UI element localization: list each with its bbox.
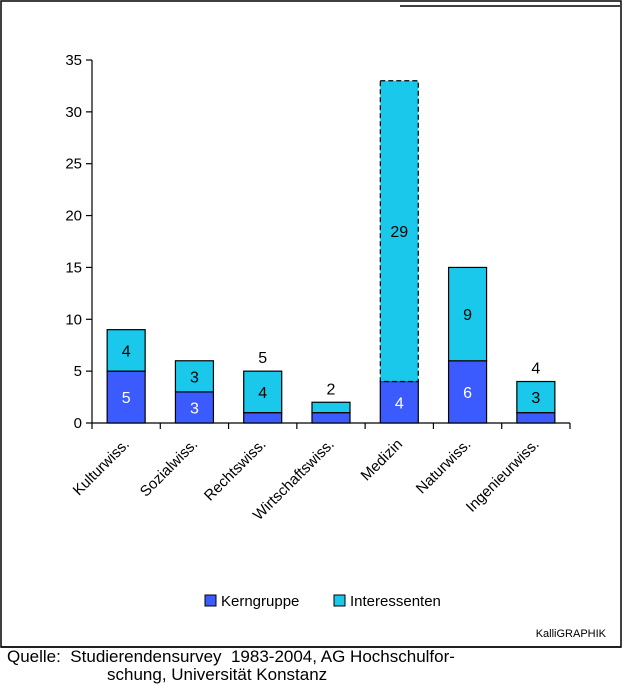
bar-segment-interessenten	[447, 266, 488, 362]
bar-data-label: 5	[122, 390, 131, 407]
x-category-label: Ingenieurwiss.	[463, 436, 543, 516]
legend: Kerngruppe Interessenten	[204, 593, 441, 610]
bar-segment-kerngruppe	[106, 370, 146, 424]
legend-label-interessenten: Interessenten	[350, 593, 441, 610]
bar-total-label: 4	[531, 361, 540, 378]
source-line-1: Quelle: Studierendensurvey 1983-2004, AG…	[7, 647, 455, 666]
bar-segment-interessenten	[174, 360, 215, 393]
y-tick-label: 5	[74, 363, 82, 380]
x-category-label: Medizin	[358, 436, 407, 485]
bar-data-label: 29	[390, 224, 408, 241]
y-tick-label: 15	[65, 259, 82, 276]
bar-total-label: 2	[327, 381, 336, 398]
source-line-2: schung, Universität Konstanz	[107, 665, 328, 684]
y-tick-label: 10	[65, 311, 82, 328]
credit-label: KalliGRAPHIK	[536, 628, 607, 640]
legend-label-kerngruppe: Kerngruppe	[221, 593, 299, 610]
bar-segment-interessenten	[516, 380, 556, 414]
y-tick-label: 0	[74, 415, 82, 432]
bar-segment-interessenten	[379, 80, 419, 383]
bar-data-label: 9	[463, 307, 472, 324]
plot-area: 0510152025303554Kulturwiss.33Sozialwiss.…	[65, 52, 571, 524]
x-category-label: Naturwiss.	[413, 436, 475, 498]
x-category-label: Rechtswiss.	[201, 436, 270, 505]
bar-segment-interessenten	[243, 370, 283, 414]
bar-data-label: 4	[258, 385, 267, 402]
x-category-label: Sozialwiss.	[137, 436, 201, 500]
y-tick-label: 30	[65, 104, 82, 121]
bar-segment-interessenten	[106, 329, 146, 372]
y-tick-label: 20	[65, 208, 82, 225]
legend-swatch-kerngruppe	[204, 594, 217, 607]
bar-segment-interessenten	[311, 401, 351, 414]
legend-swatch-interessenten	[333, 594, 346, 607]
bar-data-label: 3	[190, 369, 199, 386]
bar-data-label: 6	[463, 385, 472, 402]
x-category-label: Kulturwiss.	[70, 436, 133, 499]
bar-data-label: 3	[190, 400, 199, 417]
bar-data-label: 4	[122, 343, 131, 360]
bar-data-label: 4	[395, 395, 404, 412]
bar-segment-kerngruppe	[447, 360, 488, 424]
bar-data-label: 3	[531, 390, 540, 407]
bar-segment-kerngruppe	[243, 412, 283, 424]
bar-segment-kerngruppe	[174, 391, 215, 424]
bar-segment-kerngruppe	[516, 412, 556, 424]
bar-segment-kerngruppe	[311, 412, 351, 424]
chart-border	[0, 0, 622, 648]
y-tick-label: 25	[65, 156, 82, 173]
y-tick-label: 35	[65, 52, 82, 69]
bar-total-label: 5	[258, 350, 267, 367]
bar-segment-kerngruppe	[379, 380, 419, 424]
